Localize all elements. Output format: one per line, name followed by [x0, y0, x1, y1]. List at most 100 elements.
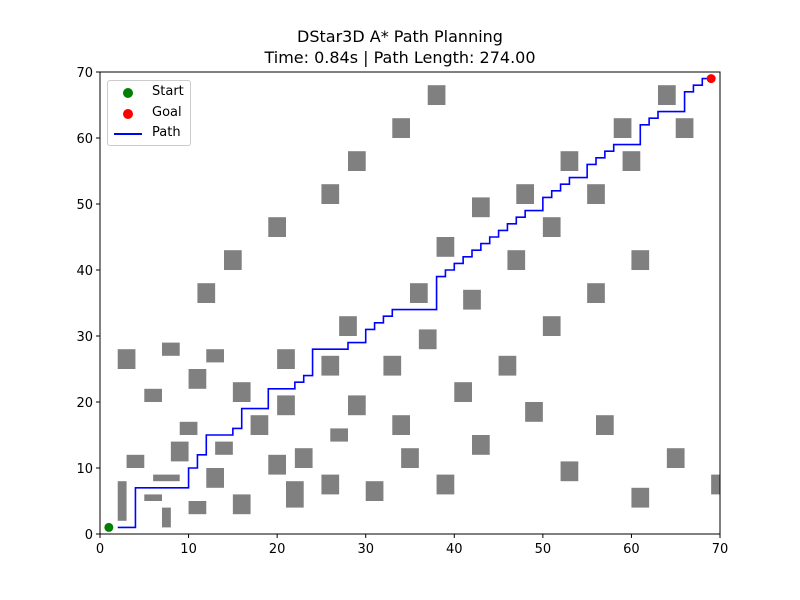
legend-item-path: Path: [108, 124, 190, 142]
obstacle-54: [560, 151, 579, 171]
obstacle-38: [410, 283, 428, 303]
obstacle-6: [162, 507, 171, 528]
y-tick-label-2: 20: [76, 396, 93, 411]
legend-item-goal: Goal: [108, 104, 190, 122]
y-tick-label-7: 70: [76, 66, 93, 81]
obstacle-12: [197, 283, 216, 303]
obstacle-46: [472, 197, 490, 218]
obstacle-37: [401, 448, 419, 468]
obstacle-layer: [117, 85, 720, 528]
x-tick-label-6: 60: [623, 542, 640, 557]
obstacle-48: [507, 250, 526, 270]
obstacle-53: [560, 461, 579, 482]
chart-title: DStar3D A* Path Planning: [297, 27, 503, 46]
y-tick-label-0: 0: [85, 528, 93, 543]
obstacle-35: [392, 415, 410, 435]
y-axis: 0 10 20 30 40 50 60 70: [76, 66, 100, 543]
obstacle-5: [153, 474, 180, 482]
obstacle-36: [392, 118, 410, 138]
obstacle-56: [587, 184, 605, 204]
legend-label-start: Start: [152, 84, 184, 99]
x-tick-label-0: 0: [96, 542, 104, 557]
legend-label-path: Path: [152, 125, 181, 140]
obstacle-9: [179, 421, 198, 435]
obstacle-31: [348, 395, 366, 416]
obstacle-13: [206, 468, 224, 488]
obstacle-64: [675, 118, 694, 138]
obstacle-65: [711, 474, 720, 495]
obstacle-0: [117, 481, 127, 521]
obstacle-23: [277, 349, 295, 369]
obstacle-10: [188, 501, 207, 515]
obstacle-55: [587, 283, 605, 303]
y-tick-label-5: 50: [76, 198, 93, 213]
legend-marker-goal: [123, 109, 133, 119]
obstacle-58: [613, 118, 632, 138]
start-point: [104, 522, 114, 532]
x-tick-label-1: 10: [180, 542, 197, 557]
legend: Start Goal Path: [107, 80, 191, 146]
obstacle-26: [321, 474, 340, 495]
point-layer: [104, 74, 716, 532]
obstacle-59: [622, 151, 641, 171]
obstacle-52: [542, 217, 561, 237]
path-layer: [117, 77, 712, 529]
obstacle-24: [286, 481, 304, 508]
obstacle-7: [162, 342, 180, 356]
obstacle-34: [383, 355, 402, 376]
obstacle-63: [666, 448, 685, 468]
obstacle-40: [427, 85, 446, 105]
x-tick-label-5: 50: [535, 542, 552, 557]
obstacle-15: [215, 441, 233, 455]
obstacle-47: [498, 355, 517, 376]
obstacle-45: [472, 435, 490, 455]
plot-frame: [99, 71, 721, 535]
x-tick-label-4: 40: [446, 542, 463, 557]
obstacle-60: [631, 487, 650, 508]
legend-label-goal: Goal: [152, 105, 182, 120]
obstacle-30: [339, 316, 357, 336]
obstacle-17: [232, 494, 251, 515]
obstacle-43: [454, 382, 472, 402]
obstacle-29: [330, 428, 348, 442]
path-line: [117, 77, 712, 529]
obstacle-21: [268, 217, 286, 237]
obstacle-33: [365, 481, 384, 501]
legend-marker-start: [123, 88, 133, 98]
obstacle-4: [144, 388, 162, 402]
y-tick-label-1: 10: [76, 462, 93, 477]
y-tick-label-4: 40: [76, 264, 93, 279]
obstacle-62: [658, 85, 676, 105]
chart-subtitle: Time: 0.84s | Path Length: 274.00: [264, 48, 536, 67]
x-tick-label-7: 70: [712, 542, 729, 557]
obstacle-28: [321, 184, 340, 204]
obstacle-19: [250, 415, 269, 435]
obstacle-14: [206, 349, 224, 363]
obstacle-27: [321, 355, 340, 376]
obstacle-8: [170, 441, 189, 462]
obstacle-61: [631, 250, 650, 270]
y-tick-label-3: 30: [76, 330, 93, 345]
obstacle-42: [436, 237, 455, 257]
obstacle-1: [117, 349, 136, 369]
y-tick-label-6: 60: [76, 132, 93, 147]
obstacle-3: [144, 494, 162, 501]
obstacle-22: [277, 395, 295, 416]
obstacle-2: [126, 454, 145, 468]
x-tick-label-3: 30: [357, 542, 374, 557]
obstacle-57: [596, 415, 614, 435]
obstacle-44: [463, 289, 481, 310]
obstacle-51: [542, 316, 561, 336]
obstacle-39: [418, 329, 437, 350]
obstacle-16: [224, 250, 242, 270]
obstacle-20: [268, 454, 286, 475]
obstacle-50: [525, 402, 543, 422]
x-axis: 0 10 20 30 40 50 60 70: [96, 534, 728, 557]
obstacle-41: [436, 474, 455, 495]
obstacle-32: [348, 151, 366, 171]
obstacle-25: [294, 448, 313, 468]
goal-point: [706, 74, 716, 84]
legend-marker-path: [114, 133, 142, 135]
